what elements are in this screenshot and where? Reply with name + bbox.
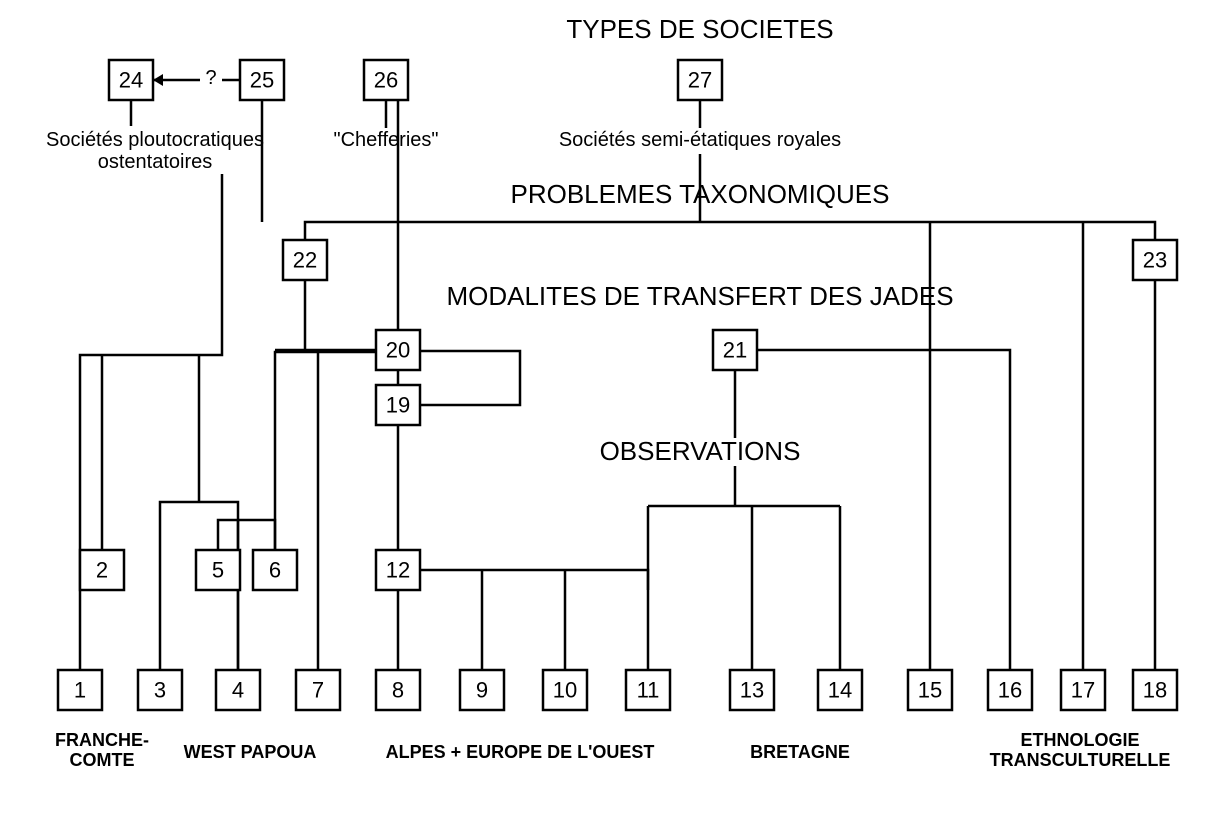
bl-wp: WEST PAPOUA xyxy=(184,742,317,762)
node-label: 27 xyxy=(688,68,712,93)
node-10: 10 xyxy=(543,670,587,710)
node-26: 26 xyxy=(364,60,408,100)
node-label: 6 xyxy=(269,558,281,583)
node-label: 11 xyxy=(637,678,660,703)
node-label: 13 xyxy=(740,678,764,703)
node-7: 7 xyxy=(296,670,340,710)
node-4: 4 xyxy=(216,670,260,710)
node-9: 9 xyxy=(460,670,504,710)
node-label: 18 xyxy=(1143,678,1167,703)
node-label: 4 xyxy=(232,678,244,703)
node-label: 1 xyxy=(74,678,86,703)
edge xyxy=(420,351,520,405)
l-24a: Sociétés ploutocratiques xyxy=(46,129,264,151)
edge xyxy=(218,520,238,670)
node-label: 22 xyxy=(293,248,317,273)
node-22: 22 xyxy=(283,240,327,280)
node-label: 12 xyxy=(386,558,410,583)
node-6: 6 xyxy=(253,550,297,590)
node-14: 14 xyxy=(818,670,862,710)
edge xyxy=(238,520,275,550)
node-label: 7 xyxy=(312,678,324,703)
node-5: 5 xyxy=(196,550,240,590)
node-2: 2 xyxy=(80,550,124,590)
node-23: 23 xyxy=(1133,240,1177,280)
node-21: 21 xyxy=(713,330,757,370)
bl-et: ETHNOLOGIETRANSCULTURELLE xyxy=(990,730,1171,770)
bl-fc: FRANCHE-COMTE xyxy=(55,730,149,770)
node-label: 5 xyxy=(212,558,224,583)
node-1: 1 xyxy=(58,670,102,710)
node-label: 14 xyxy=(828,678,852,703)
node-12: 12 xyxy=(376,550,420,590)
l-26: "Chefferies" xyxy=(334,129,439,151)
node-3: 3 xyxy=(138,670,182,710)
node-label: 9 xyxy=(476,678,488,703)
bl-ae: ALPES + EUROPE DE L'OUEST xyxy=(386,742,655,762)
bl-br: BRETAGNE xyxy=(750,742,850,762)
node-label: 8 xyxy=(392,678,404,703)
node-17: 17 xyxy=(1061,670,1105,710)
node-18: 18 xyxy=(1133,670,1177,710)
node-8: 8 xyxy=(376,670,420,710)
h-obs: OBSERVATIONS xyxy=(600,436,801,466)
node-25: 25 xyxy=(240,60,284,100)
l-q: ? xyxy=(205,67,216,89)
node-20: 20 xyxy=(376,330,420,370)
node-19: 19 xyxy=(376,385,420,425)
node-label: 23 xyxy=(1143,248,1167,273)
node-label: 2 xyxy=(96,558,108,583)
edge xyxy=(318,352,376,670)
node-label: 15 xyxy=(918,678,942,703)
edge xyxy=(305,222,1155,240)
node-13: 13 xyxy=(730,670,774,710)
h-taxo: PROBLEMES TAXONOMIQUES xyxy=(510,179,889,209)
node-label: 3 xyxy=(154,678,166,703)
node-label: 25 xyxy=(250,68,274,93)
node-15: 15 xyxy=(908,670,952,710)
h-transfert: MODALITES DE TRANSFERT DES JADES xyxy=(446,281,953,311)
node-27: 27 xyxy=(678,60,722,100)
l-27: Sociétés semi-étatiques royales xyxy=(559,129,841,151)
node-16: 16 xyxy=(988,670,1032,710)
edge xyxy=(757,350,1010,670)
arrowhead xyxy=(153,74,163,86)
bottom-labels-layer: FRANCHE-COMTE WEST PAPOUA ALPES + EUROPE D… xyxy=(55,730,1170,770)
node-label: 21 xyxy=(723,338,747,363)
edge xyxy=(275,352,318,550)
node-24: 24 xyxy=(109,60,153,100)
node-11: 11 xyxy=(626,670,670,710)
h-types: TYPES DE SOCIETES xyxy=(566,14,833,44)
node-label: 16 xyxy=(998,678,1022,703)
node-label: 26 xyxy=(374,68,398,93)
node-label: 19 xyxy=(386,393,410,418)
node-label: 10 xyxy=(553,678,577,703)
node-label: 17 xyxy=(1071,678,1095,703)
node-label: 24 xyxy=(119,68,143,93)
node-label: 20 xyxy=(386,338,410,363)
l-24b: ostentatoires xyxy=(98,151,213,173)
edge xyxy=(420,570,648,670)
